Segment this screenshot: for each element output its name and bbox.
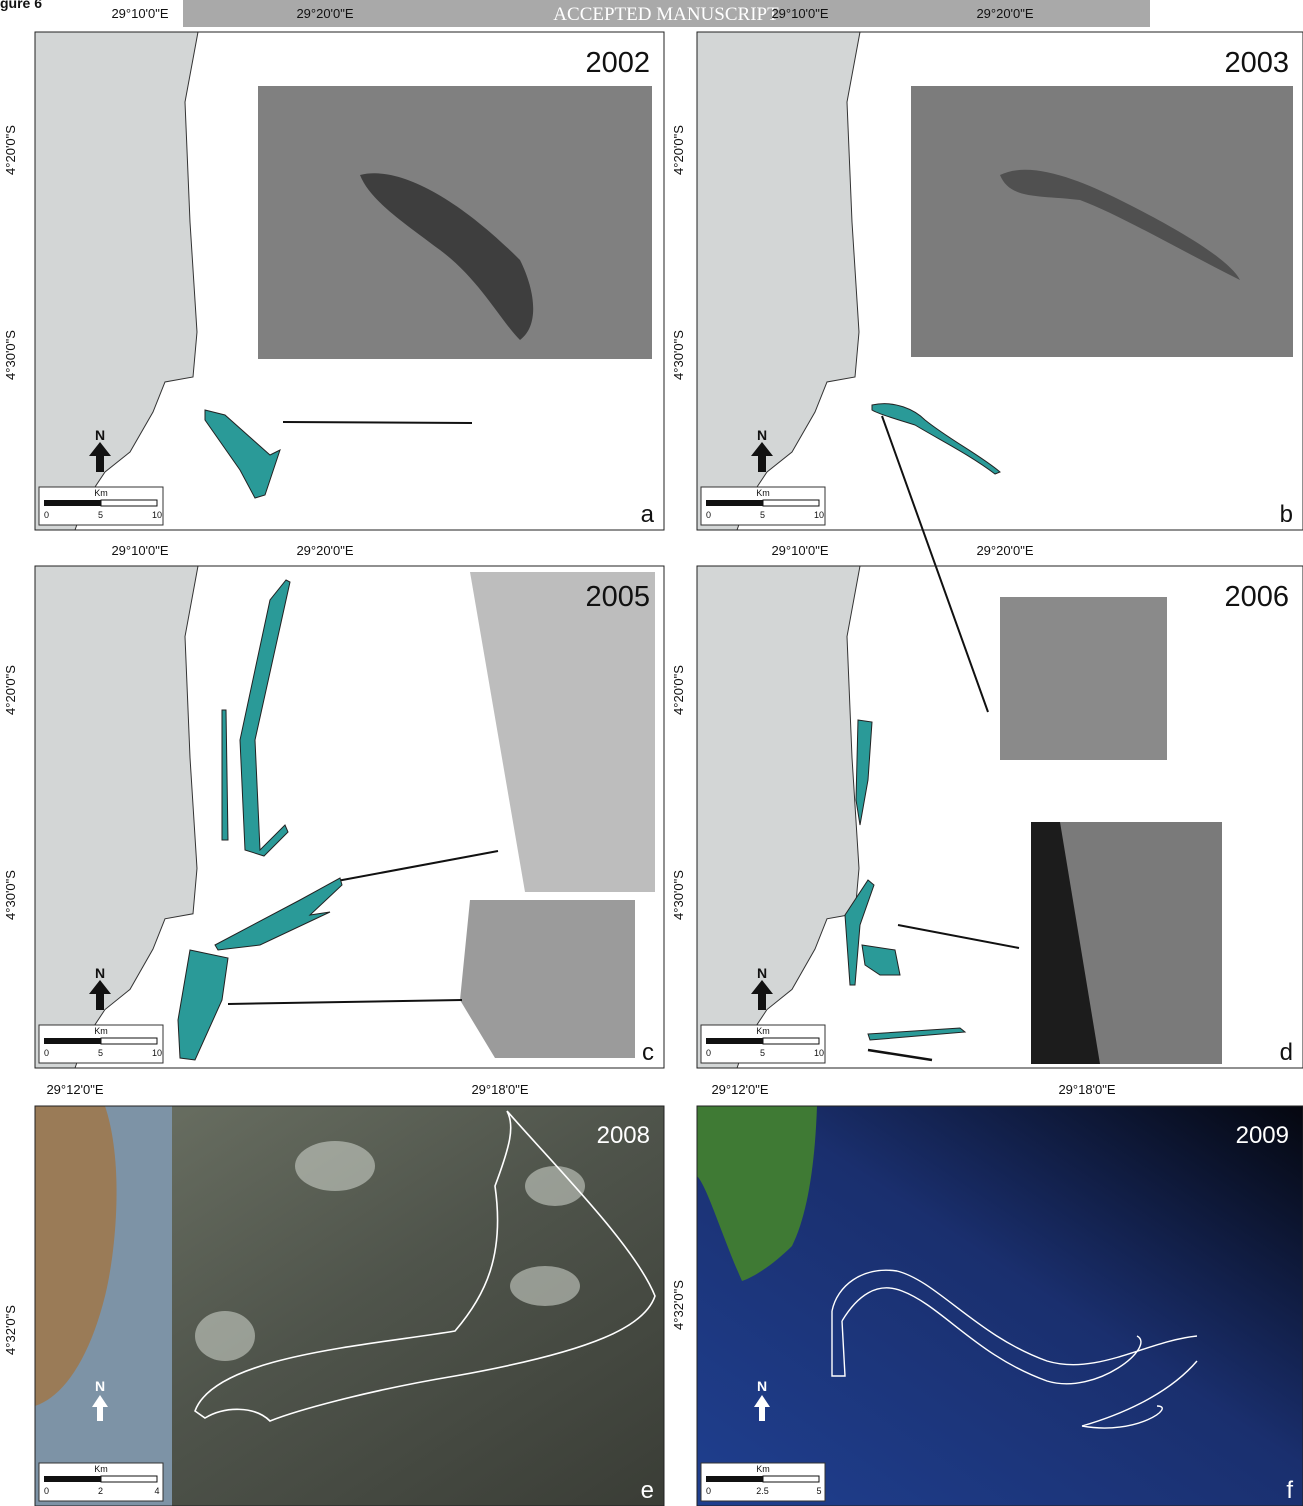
scale-tick-label: 0 [44,1486,49,1496]
latitude-label: 4°20'0"S [671,665,686,715]
scale-bar-dark [44,1038,101,1044]
latitude-label: 4°30'0"S [3,330,18,380]
cloud [510,1266,580,1306]
cloud [295,1141,375,1191]
scale-tick-label: 10 [152,1048,162,1058]
page: {"header": {"figure_label": "gure 6", "b… [0,0,1303,1506]
scale-tick-label: 5 [760,1048,765,1058]
sar-image [1000,597,1167,760]
panel-letter: e [641,1477,654,1504]
map-panel: 2009 f N Km 0 2.5 5 [697,1106,1303,1506]
scale-tick-label: 5 [816,1486,821,1496]
scale-tick-label: 10 [152,510,162,520]
panel-year: 2002 [585,47,650,79]
panel-year: 2005 [585,581,650,613]
longitude-label: 29°18'0"E [471,1082,528,1097]
panel-year: 2006 [1224,581,1289,613]
latitude-label: 4°32'0"S [3,1305,18,1355]
longitude-label: 29°20'0"E [296,6,353,21]
scale-tick-label: 0 [706,510,711,520]
panel-letter: c [642,1039,654,1066]
cloud [195,1311,255,1361]
longitude-label: 29°10'0"E [111,6,168,21]
longitude-label: 29°20'0"E [976,6,1033,21]
panel-letter: d [1280,1039,1293,1066]
scale-tick-label: 0 [706,1486,711,1496]
north-label: N [757,1378,767,1394]
scale-tick-label: 0 [44,1048,49,1058]
scale-bar-dark [706,1038,763,1044]
longitude-label: 29°12'0"E [46,1082,103,1097]
latitude-label: 4°20'0"S [671,125,686,175]
scale-tick-label: 2 [98,1486,103,1496]
scale-bar-light [763,1476,819,1482]
figure-label: gure 6 [0,0,42,11]
panel-letter: f [1286,1477,1293,1504]
longitude-label: 29°10'0"E [111,543,168,558]
latitude-label: 4°30'0"S [671,870,686,920]
north-label: N [757,965,767,981]
scale-tick-label: 5 [760,510,765,520]
scale-bar-dark [706,500,763,506]
scale-unit: Km [756,488,770,498]
scale-bar-light [763,500,819,506]
map-panel: 2002 a N Km 0 5 10 [35,32,664,530]
scale-unit: Km [94,488,108,498]
scale-unit: Km [94,1026,108,1036]
scale-tick-label: 5 [98,510,103,520]
cloud [525,1166,585,1206]
scale-bar-light [763,1038,819,1044]
panel-year: 2003 [1224,47,1289,79]
scale-tick-label: 4 [154,1486,159,1496]
longitude-label: 29°20'0"E [296,543,353,558]
scale-bar-dark [706,1476,763,1482]
latitude-label: 4°20'0"S [3,665,18,715]
scale-tick-label: 10 [814,1048,824,1058]
panel-year: 2009 [1236,1122,1289,1149]
longitude-label: 29°12'0"E [711,1082,768,1097]
scale-bar-light [101,500,157,506]
scale-unit: Km [94,1464,108,1474]
latitude-label: 4°20'0"S [3,125,18,175]
scale-tick-label: 2.5 [756,1486,769,1496]
panel-year: 2008 [597,1122,650,1149]
map-panel: 2003 b N Km 0 5 10 [697,32,1303,530]
leader-line [283,422,472,423]
north-label: N [95,965,105,981]
longitude-label: 29°18'0"E [1058,1082,1115,1097]
latitude-label: 4°32'0"S [671,1280,686,1330]
scale-bar-light [101,1038,157,1044]
map-panel: 2008 e N Km 0 2 4 [35,1106,664,1506]
north-label: N [757,427,767,443]
scale-unit: Km [756,1464,770,1474]
longitude-label: 29°10'0"E [771,6,828,21]
scale-bar-dark [44,500,101,506]
north-label: N [95,1378,105,1394]
figure: ACCEPTED MANUSCRIPT gure 6 2002aNKm05102… [0,0,1303,1506]
scale-tick-label: 5 [98,1048,103,1058]
panel-letter: a [641,501,655,528]
longitude-label: 29°10'0"E [771,543,828,558]
latitude-label: 4°30'0"S [671,330,686,380]
panel-letter: b [1280,501,1293,528]
scale-unit: Km [756,1026,770,1036]
banner-text: ACCEPTED MANUSCRIPT [553,4,779,25]
scale-bar-dark [44,1476,101,1482]
sar-image [911,86,1293,357]
scale-tick-label: 0 [706,1048,711,1058]
latitude-label: 4°30'0"S [3,870,18,920]
sar-image [460,900,635,1058]
north-label: N [95,427,105,443]
scale-tick-label: 10 [814,510,824,520]
longitude-label: 29°20'0"E [976,543,1033,558]
scale-bar-light [101,1476,157,1482]
scale-tick-label: 0 [44,510,49,520]
